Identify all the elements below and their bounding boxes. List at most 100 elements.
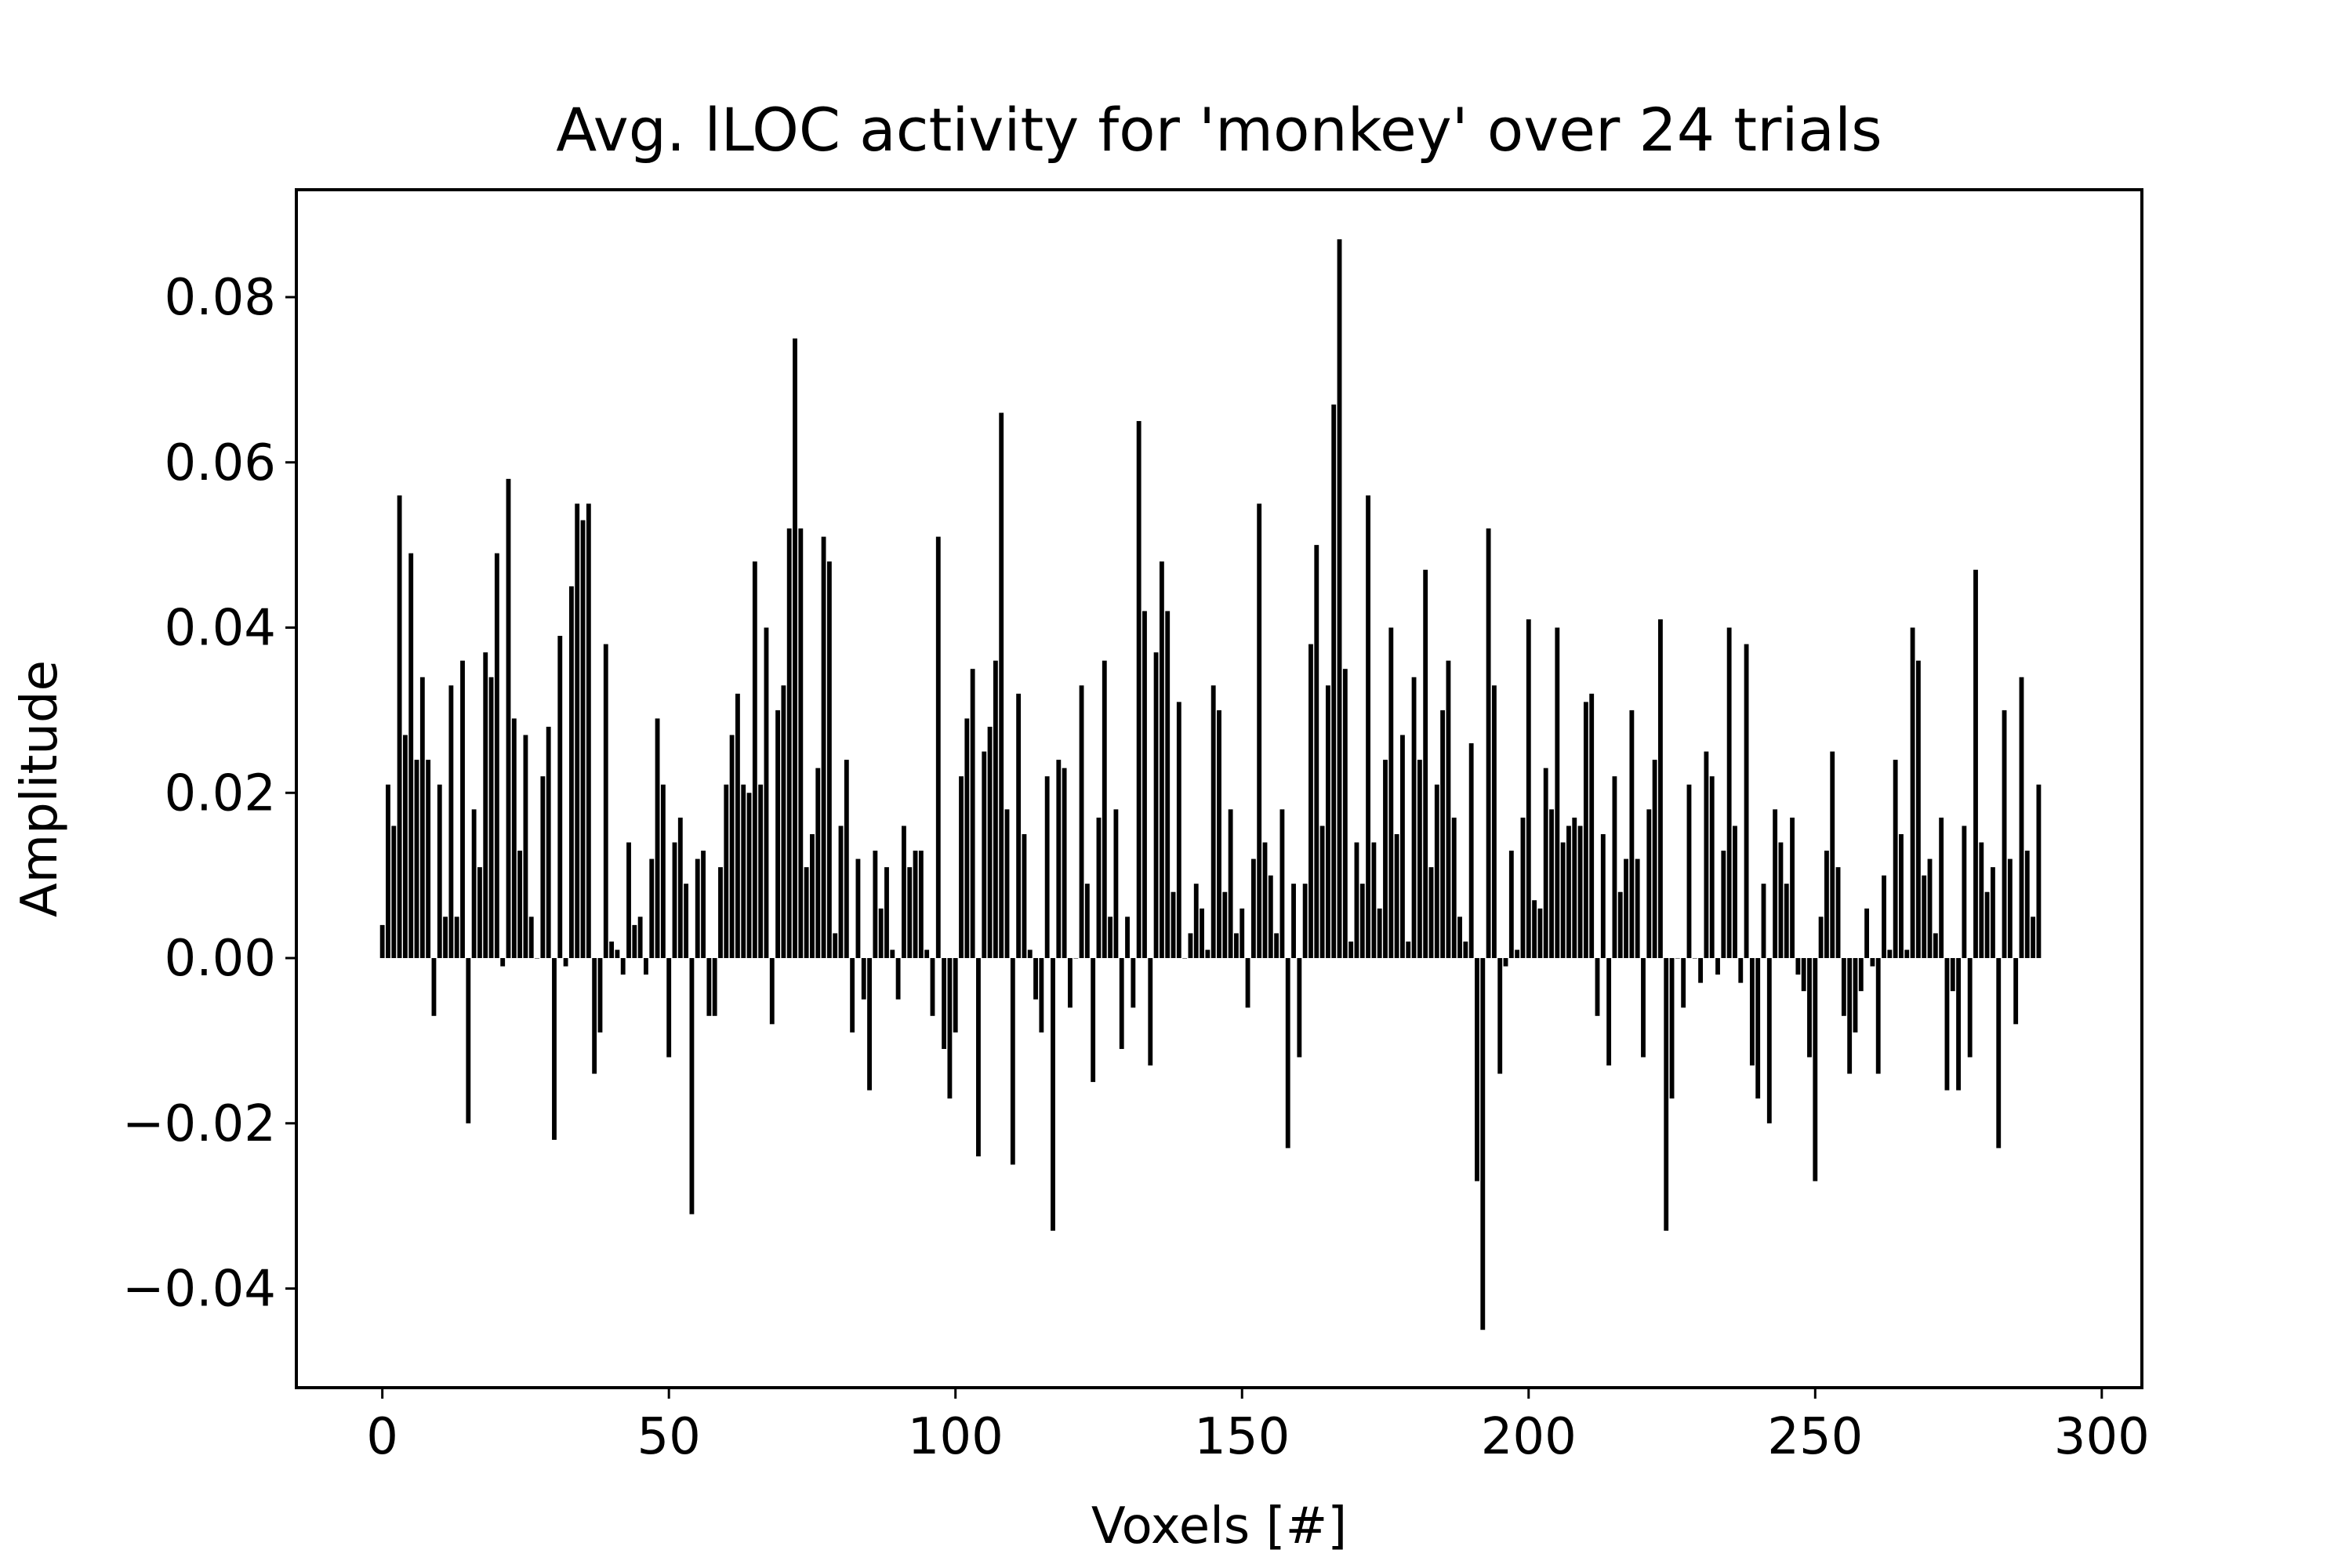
bar [666,958,672,1058]
bar [1657,619,1663,959]
bar [408,553,414,959]
bar [1148,958,1153,1066]
bar [431,958,437,1016]
bar [855,858,861,959]
bar [2013,958,2019,1025]
bar [1996,958,2002,1149]
bar [810,833,815,959]
bar [466,958,471,1123]
bar [494,553,499,959]
bar [609,941,615,959]
bar [1331,404,1337,959]
bar [1629,710,1635,959]
bar [615,949,620,959]
bar [1818,916,1824,959]
bar [386,784,390,959]
bar [1503,958,1508,967]
bar [1991,867,1995,959]
bar [586,503,591,959]
bar [701,851,706,959]
bar [1159,561,1164,959]
bar [1967,958,1973,1058]
bar [684,884,689,959]
bar [1205,949,1210,959]
bar [1022,833,1027,959]
bar [781,685,786,959]
bar [1091,958,1096,1083]
bar [419,677,425,959]
bar [1348,941,1354,959]
bar [1893,760,1898,959]
bar [861,958,866,1000]
bar [1721,851,1726,959]
bar [1675,958,1680,959]
bar [1944,958,1950,1091]
bar [1560,842,1566,959]
bar [603,644,608,959]
bar [815,768,821,959]
bar [1366,495,1370,959]
bar [1285,958,1290,1149]
bar [867,958,872,1091]
chart-title: Avg. lLOC activity for 'monkey' over 24 … [556,95,1882,165]
x-tick-label: 100 [908,1408,1004,1466]
bar [1491,685,1497,959]
bar [1056,760,1062,959]
bar [1795,958,1801,975]
bar [1933,933,1938,959]
x-tick-label: 300 [2054,1408,2150,1466]
bar [1383,760,1388,959]
bar [1308,644,1313,959]
bar [1423,569,1428,959]
bar [546,726,551,959]
bar [1595,958,1600,1016]
bar [1108,916,1113,959]
y-tick-label: 0.02 [165,764,277,822]
bar [1984,891,1990,959]
y-tick-label: 0.00 [165,930,277,988]
bar [1302,884,1308,959]
bar [1617,891,1623,959]
bar [706,958,712,1016]
bar [471,809,477,959]
bar [999,412,1004,959]
bar [1388,627,1394,959]
y-tick-label: −0.02 [122,1095,276,1153]
bar [718,867,723,959]
bar [1773,809,1778,959]
bar [460,660,465,959]
y-tick-label: −0.04 [122,1261,276,1319]
bar [1262,842,1268,959]
bar [844,760,849,959]
bar [775,710,781,959]
bar [764,627,769,959]
bar [964,718,970,959]
bar [1950,958,1955,992]
bar [1520,817,1526,959]
bar [443,916,448,959]
bar [1624,858,1628,959]
bars-group [379,239,2042,1330]
bar [1136,421,1142,959]
bar [1153,652,1159,959]
bar [1480,958,1486,1330]
bar [1956,958,1961,1091]
bar [1217,710,1221,959]
bar [729,735,735,959]
x-tick-label: 250 [1767,1408,1863,1466]
bar [500,958,506,967]
bar [1033,958,1038,1000]
bar [1835,867,1841,959]
x-tick-label: 200 [1481,1408,1577,1466]
bar [1165,611,1171,959]
bar [987,726,993,959]
bar [414,760,419,959]
bar [890,949,895,959]
bar [793,338,797,959]
bar [826,561,832,959]
bar [488,677,494,959]
bar [1044,776,1050,959]
bar [884,867,889,959]
bar [1887,949,1893,959]
bar [959,776,964,959]
